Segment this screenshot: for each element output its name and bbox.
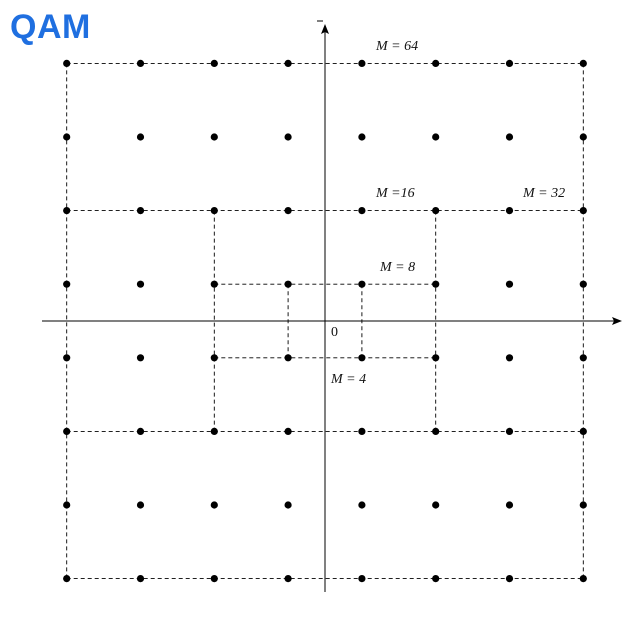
constellation-point: [63, 354, 71, 362]
constellation-point: [136, 59, 145, 67]
y-axis-arrow-icon: [321, 24, 329, 34]
constellation-point: [505, 501, 514, 509]
constellation-point: [358, 354, 366, 362]
constellation-point: [63, 501, 71, 509]
constellation-point: [210, 133, 218, 141]
constellation-point: [579, 280, 587, 288]
constellation-point: [284, 280, 292, 288]
constellation-point: [579, 59, 587, 67]
constellation-point: [505, 280, 514, 288]
constellation-point: [505, 575, 514, 583]
constellation-point: [210, 59, 218, 67]
constellation-point: [505, 427, 514, 435]
constellation-point: [358, 427, 366, 435]
constellation-point: [579, 427, 587, 435]
constellation-point: [432, 59, 440, 67]
label-m4: M = 4: [330, 372, 366, 387]
axes: [42, 20, 622, 592]
constellation-point: [284, 427, 292, 435]
constellation-point: [210, 501, 218, 509]
constellation-point: [579, 354, 587, 362]
constellation-point: [210, 354, 218, 362]
constellation-point: [136, 575, 145, 583]
label-m64: M = 64: [375, 39, 418, 54]
constellation-point: [63, 133, 71, 141]
constellation-point: [136, 280, 145, 288]
constellation-point: [136, 207, 145, 215]
constellation-point: [63, 207, 71, 215]
constellation-point: [579, 207, 587, 215]
constellation-point: [505, 354, 514, 362]
constellation-point: [432, 280, 440, 288]
constellation-points: [63, 59, 587, 583]
constellation-point: [284, 354, 292, 362]
label-m16: M =16: [375, 186, 415, 201]
label-m64-text: M = 64: [375, 39, 418, 54]
label-m8: M = 8: [379, 260, 415, 275]
constellation-point: [432, 427, 440, 435]
constellation-point: [63, 427, 71, 435]
constellation-point: [63, 575, 71, 583]
x-axis-arrow-icon: [612, 317, 622, 325]
page-title: QAM: [10, 8, 91, 46]
constellation-point: [210, 280, 218, 288]
constellation-point: [358, 207, 366, 215]
constellation-point: [284, 501, 292, 509]
constellation-point: [210, 427, 218, 435]
constellation-point: [284, 207, 292, 215]
constellation-point: [432, 575, 440, 583]
constellation-point: [358, 59, 366, 67]
constellation-point: [432, 133, 440, 141]
constellation-point: [432, 354, 440, 362]
constellation-point: [579, 133, 587, 141]
constellation-point: [284, 575, 292, 583]
constellation-point: [284, 59, 292, 67]
constellation-point: [63, 59, 71, 67]
label-m16-text: M =16: [375, 186, 415, 201]
constellation-point: [505, 207, 514, 215]
label-m32: M = 32: [522, 186, 565, 201]
constellation-point: [579, 501, 587, 509]
constellation-point: [432, 501, 440, 509]
constellation-point: [579, 575, 587, 583]
constellation-point: [358, 501, 366, 509]
label-m4-text: M = 4: [330, 372, 366, 387]
constellation-point: [210, 207, 218, 215]
label-m8-text: M = 8: [379, 260, 415, 275]
constellation-point: [136, 427, 145, 435]
constellation-point: [358, 280, 366, 288]
constellation-point: [63, 280, 71, 288]
constellation-point: [358, 575, 366, 583]
constellation-point: [505, 133, 514, 141]
constellation-point: [210, 575, 218, 583]
constellation-point: [505, 59, 514, 67]
origin-label: 0: [331, 325, 338, 340]
labels: 0 M = 64 M =16 M = 32 M = 8 M = 4: [330, 39, 565, 387]
constellation-point: [136, 133, 145, 141]
constellation-point: [136, 501, 145, 509]
constellation-point: [136, 354, 145, 362]
label-m32-text: M = 32: [522, 186, 565, 201]
constellation-point: [432, 207, 440, 215]
constellation-point: [358, 133, 366, 141]
region-boundaries: [66, 62, 584, 580]
constellation-point: [284, 133, 292, 141]
